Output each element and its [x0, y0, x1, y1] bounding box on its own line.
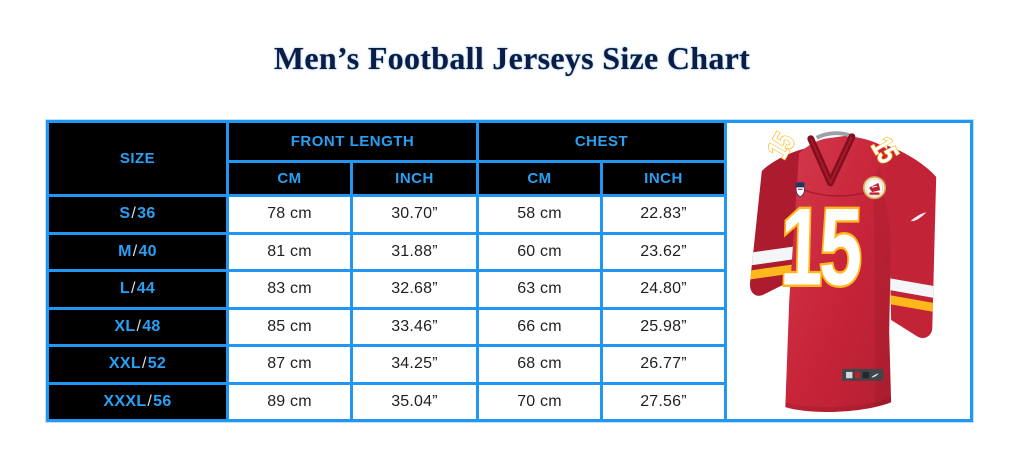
size-cell: L/44	[49, 272, 226, 307]
jersey-product-image: 15 15 15	[727, 123, 970, 419]
chest-cm-cell: 70 cm	[479, 384, 600, 419]
front-length-inch-cell: 30.70”	[353, 197, 476, 232]
jersey-image: 15 15 15	[749, 127, 936, 412]
front-length-inch-cell: 33.46”	[353, 309, 476, 344]
jersey-left-sleeve	[749, 147, 809, 296]
nfl-shield-icon	[795, 181, 805, 198]
size-prefix: XXL	[108, 355, 141, 373]
chest-inch-cell: 24.80”	[603, 272, 724, 307]
size-cell: XL/48	[49, 309, 226, 344]
col-header-size: SIZE	[49, 123, 226, 194]
col-header-front-cm: CM	[229, 163, 350, 194]
jersey-side-shadow	[872, 165, 891, 407]
size-slash: /	[147, 392, 153, 410]
front-length-cm-cell: 83 cm	[229, 272, 350, 307]
chest-cm-cell: 58 cm	[479, 197, 600, 232]
front-length-inch-cell: 31.88”	[353, 234, 476, 269]
col-header-chest: CHEST	[479, 123, 724, 160]
chest-cm-cell: 68 cm	[479, 347, 600, 382]
front-length-inch-cell: 32.68”	[353, 272, 476, 307]
chest-inch-cell: 26.77”	[603, 347, 724, 382]
page-title: Men’s Football Jerseys Size Chart	[273, 40, 751, 76]
jock-tag	[841, 368, 883, 381]
chest-inch-cell: 27.56”	[603, 384, 724, 419]
size-cell: M/40	[49, 234, 226, 269]
size-number: 56	[153, 392, 172, 410]
size-cell: XXL/52	[49, 347, 226, 382]
chest-cm-cell: 60 cm	[479, 234, 600, 269]
size-slash: /	[132, 242, 138, 260]
size-slash: /	[136, 317, 142, 335]
chest-inch-cell: 25.98”	[603, 309, 724, 344]
size-number: 52	[147, 355, 167, 373]
size-number: 36	[137, 205, 156, 223]
jersey-torso	[784, 135, 891, 412]
size-slash: /	[130, 280, 136, 298]
nike-swoosh-icon	[910, 212, 926, 222]
chest-cm-cell: 63 cm	[479, 272, 600, 307]
size-chart-table: SIZE FRONT LENGTH CHEST CM INCH CM INCH	[46, 120, 973, 422]
svg-text:15: 15	[778, 186, 862, 309]
front-length-cm-cell: 85 cm	[229, 309, 350, 344]
size-prefix: L	[119, 280, 130, 298]
jersey-hem	[784, 397, 891, 412]
size-prefix: XXXL	[103, 392, 147, 410]
chest-inch-cell: 22.83”	[603, 197, 724, 232]
front-length-cm-cell: 78 cm	[229, 197, 350, 232]
size-prefix: S	[119, 205, 131, 223]
size-number: 44	[136, 280, 156, 298]
size-prefix: M	[118, 242, 132, 260]
col-header-front-inch: INCH	[353, 163, 476, 194]
size-cell: S/36	[49, 197, 226, 232]
chest-cm-cell: 66 cm	[479, 309, 600, 344]
size-slash: /	[131, 205, 137, 223]
jersey-chest-number: 15	[776, 184, 864, 311]
col-header-chest-inch: INCH	[603, 163, 724, 194]
front-length-cm-cell: 81 cm	[229, 234, 350, 269]
front-length-inch-cell: 35.04”	[353, 384, 476, 419]
size-number: 48	[142, 317, 161, 335]
size-cell: XXXL/56	[49, 384, 226, 419]
jersey-collar	[806, 131, 855, 187]
size-number: 40	[138, 242, 157, 260]
size-prefix: XL	[114, 317, 136, 335]
col-header-chest-cm: CM	[479, 163, 600, 194]
front-length-cm-cell: 89 cm	[229, 384, 350, 419]
col-header-front-length: FRONT LENGTH	[229, 123, 476, 160]
size-slash: /	[141, 355, 147, 373]
jersey-right-sleeve	[886, 145, 936, 339]
front-length-inch-cell: 34.25”	[353, 347, 476, 382]
front-length-cm-cell: 87 cm	[229, 347, 350, 382]
team-patch-icon	[862, 176, 886, 200]
chest-inch-cell: 23.62”	[603, 234, 724, 269]
